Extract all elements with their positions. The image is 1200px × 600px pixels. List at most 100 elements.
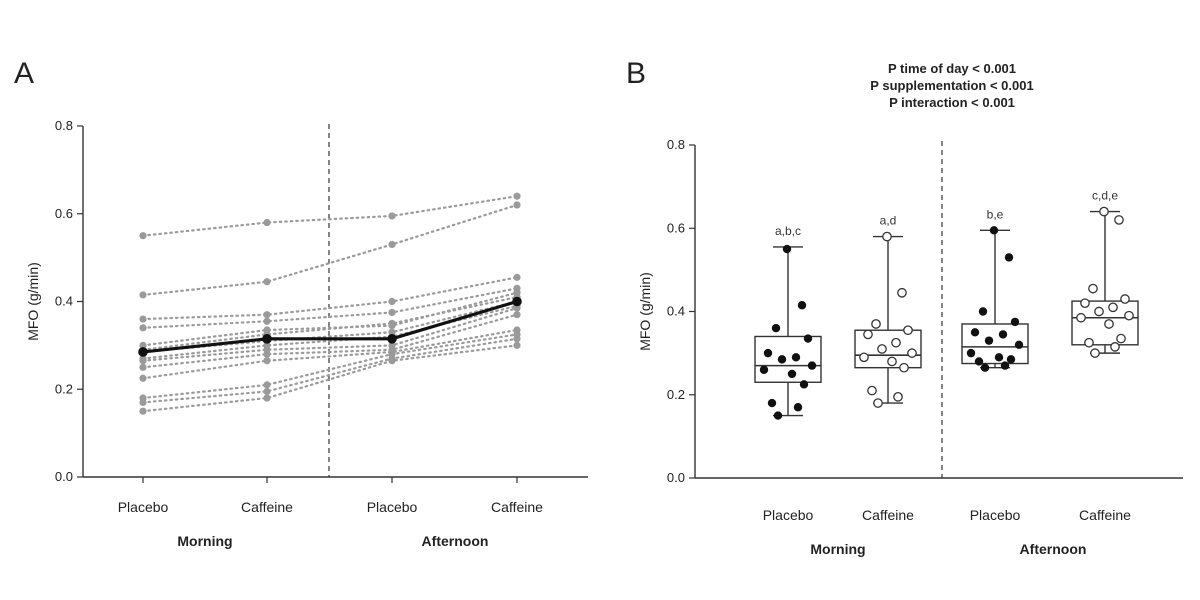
individual-point: [263, 381, 271, 389]
panel-b-chart: P time of day < 0.001 P supplementation <…: [637, 61, 1183, 557]
panel-b-y-tick-label: 0.4: [667, 304, 685, 319]
box-significance-annotation: a,b,c: [775, 224, 801, 238]
panel-a-group-label: Morning: [177, 533, 232, 549]
individual-line: [141, 333, 519, 400]
individual-line: [141, 337, 519, 404]
box-point-open: [903, 325, 913, 336]
individual-point: [513, 201, 521, 209]
individual-point: [139, 232, 147, 240]
box-point-filled: [763, 348, 773, 358]
box-point-open: [1120, 294, 1130, 304]
individual-point: [388, 357, 396, 365]
panel-a-y-tick-label: 0.0: [55, 469, 73, 484]
panel-a-y-tick-label: 0.2: [55, 381, 73, 396]
individual-point: [263, 278, 271, 286]
individual-line: [141, 328, 519, 380]
panel-a-y-axis-label: MFO (g/min): [25, 262, 41, 341]
individual-point: [139, 398, 147, 407]
panel-b-y-tick-label: 0.8: [667, 137, 685, 152]
panel-b-y-axis-label: MFO (g/min): [637, 272, 653, 351]
individual-point: [263, 218, 271, 227]
individual-line: [141, 276, 519, 321]
box-significance-annotation: a,d: [880, 214, 897, 228]
box-point-filled: [797, 301, 807, 310]
individual-point: [139, 407, 147, 415]
box-point-filled: [966, 348, 976, 358]
individual-point: [263, 317, 271, 325]
box-point-open: [1108, 302, 1118, 313]
box-point-open: [1114, 215, 1124, 225]
box-point-open: [871, 319, 881, 329]
individual-point: [388, 319, 396, 328]
individual-point: [388, 240, 396, 249]
box-point-filled: [782, 244, 792, 254]
individual-line: [141, 306, 519, 362]
box-point-filled: [994, 353, 1004, 362]
individual-point: [263, 311, 271, 319]
individual-point: [139, 324, 147, 332]
individual-line: [141, 203, 519, 297]
mean-point: [387, 333, 397, 344]
individual-point: [388, 212, 396, 220]
panel-b-label: B: [626, 57, 646, 90]
panel-b-group-label: Afternoon: [1020, 541, 1087, 557]
box-point-filled: [1004, 253, 1014, 262]
box-point-open: [887, 356, 897, 367]
box-point-filled: [767, 398, 777, 408]
box-point-open: [1094, 306, 1104, 317]
panel-b-category-label: Caffeine: [1079, 507, 1131, 523]
box-point-open: [1104, 319, 1114, 329]
box-point-filled: [777, 355, 787, 364]
individual-line: [141, 195, 519, 237]
box-significance-annotation: b,e: [987, 207, 1004, 221]
individual-point: [513, 311, 521, 319]
box-point-open: [893, 391, 903, 402]
individual-line: [141, 296, 519, 351]
box-point-filled: [803, 334, 813, 343]
mean-line: [142, 299, 518, 354]
panel-a-chart: 0.0 0.2 0.4 0.6 0.8 MFO (g/min) Placebo Caffein…: [25, 118, 588, 549]
panel-a-category-label: Placebo: [367, 499, 418, 515]
box-point-filled: [978, 307, 988, 316]
box-point-filled: [989, 226, 999, 235]
panel-a-label: A: [14, 57, 34, 90]
box-point-filled: [807, 361, 817, 370]
mean-point: [262, 333, 272, 344]
box-point-filled: [787, 369, 797, 379]
panel-b-group-label: Morning: [810, 541, 865, 557]
box-point-filled: [791, 353, 801, 362]
individual-line: [141, 344, 519, 413]
box-point-filled: [1010, 317, 1020, 327]
individual-line: [141, 287, 519, 329]
box-point-open: [1110, 342, 1120, 352]
box-point-filled: [773, 411, 783, 420]
panel-a-category-label: Caffeine: [491, 499, 543, 515]
box-iqr: [754, 335, 822, 383]
individual-point: [388, 297, 396, 306]
box-point-open: [1099, 206, 1109, 217]
box-point-filled: [771, 323, 781, 333]
box-point-open: [891, 337, 901, 348]
individual-point: [139, 363, 147, 371]
box-point-filled: [998, 330, 1008, 339]
box-point-open: [882, 231, 892, 242]
box-point-filled: [984, 336, 994, 345]
panel-a-category-label: Caffeine: [241, 499, 293, 515]
box-point-open: [867, 385, 877, 396]
panel-b-y-tick-label: 0.6: [667, 220, 685, 235]
box-point-filled: [793, 403, 803, 412]
box-significance-annotation: c,d,e: [1092, 189, 1118, 203]
individual-point: [263, 350, 271, 358]
box-point-open: [1076, 312, 1086, 323]
panel-b-y-tick-label: 0.2: [667, 387, 685, 402]
box-point-filled: [974, 357, 984, 366]
box-point-open: [877, 344, 887, 354]
panel-b-y-tick-label: 0.0: [667, 470, 685, 485]
individual-point: [139, 357, 147, 365]
box-point-open: [1080, 298, 1090, 309]
box-point-filled: [1014, 340, 1024, 349]
panel-a-group-label: Afternoon: [422, 533, 489, 549]
box-point-open: [907, 348, 917, 358]
box-point-open: [1124, 310, 1134, 321]
individual-point: [513, 341, 521, 349]
